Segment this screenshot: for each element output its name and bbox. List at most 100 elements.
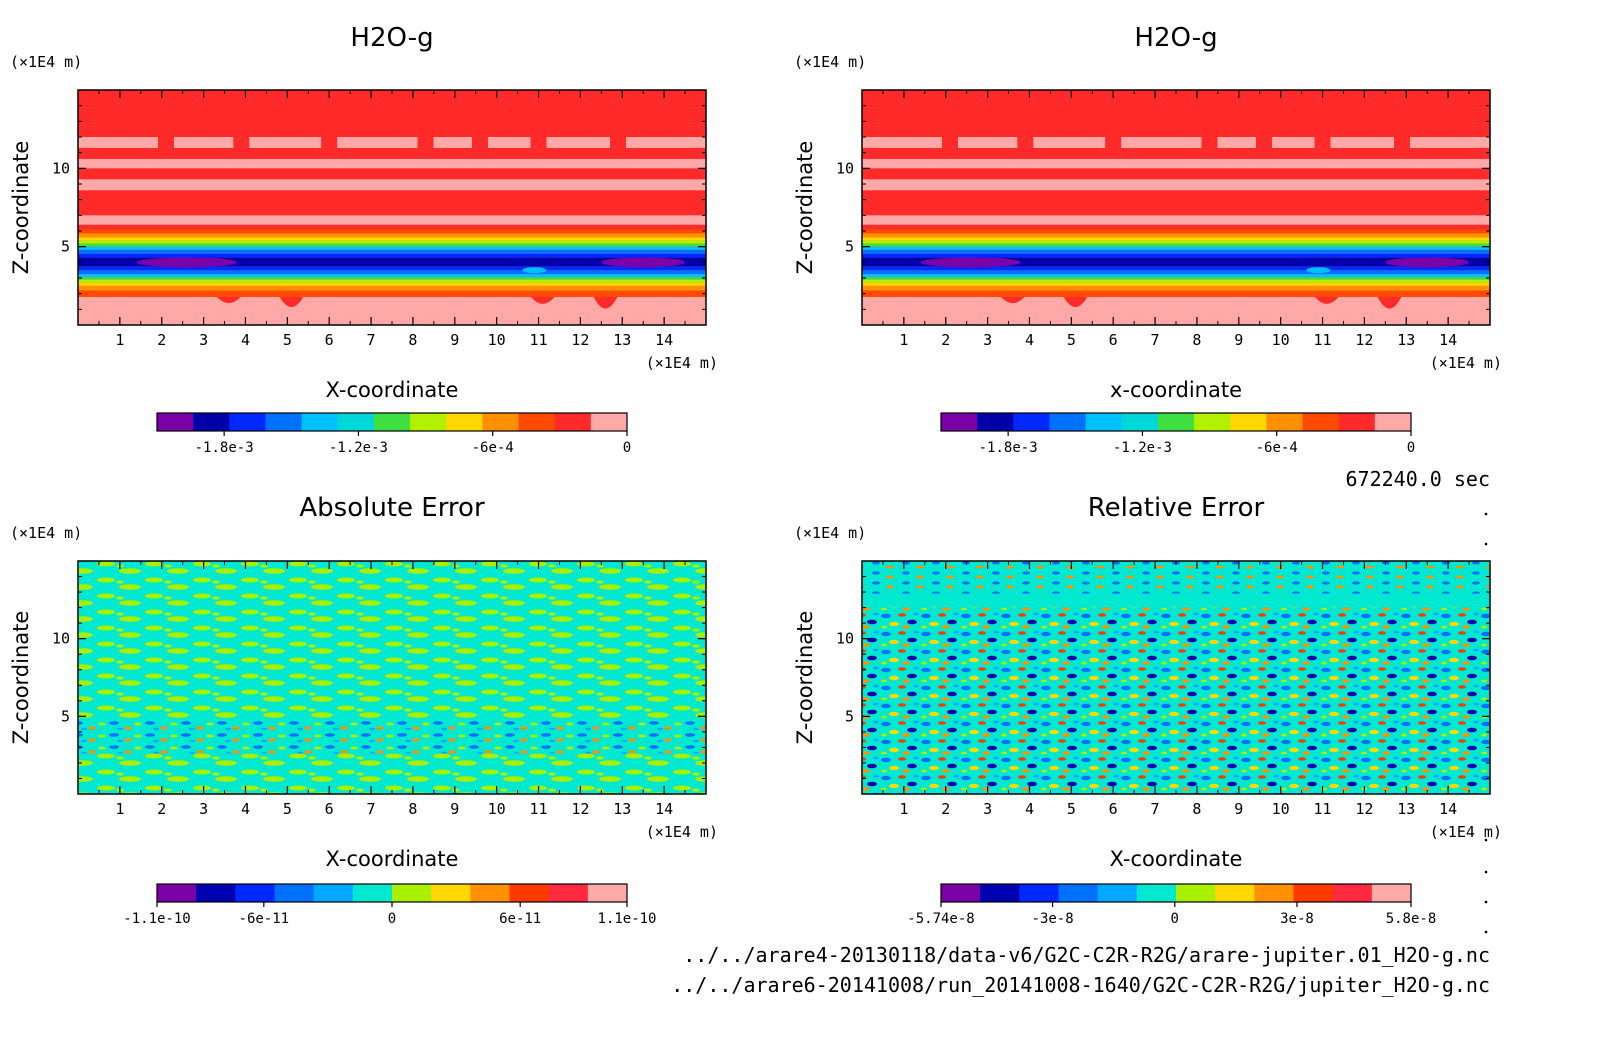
chart-panel-1: H2O-g(×1E4 m)1 2 3 4 5 6 7 8 9 10 11 12 13 14510(×1E4… <box>9 23 718 456</box>
x-tick-label: 11 <box>1314 331 1332 349</box>
field-band <box>862 561 1490 594</box>
colorbar-swatch <box>1085 413 1123 431</box>
chart-title: H2O-g <box>350 23 433 53</box>
x-tick-label: 10 <box>488 800 506 818</box>
field-band <box>78 179 706 191</box>
x-tick-label: 7 <box>1151 800 1160 818</box>
field-level-band <box>862 279 1490 283</box>
colorbar-swatch <box>352 884 393 902</box>
field-level-band <box>862 240 1490 244</box>
field-level-band <box>78 285 706 291</box>
colorbar-tick-label: -5.74e-8 <box>907 911 974 927</box>
colorbar-swatch <box>1013 413 1050 431</box>
x-tick-label: 12 <box>1355 331 1373 349</box>
field-gap <box>1255 137 1272 148</box>
colorbar-swatch <box>590 413 628 431</box>
chart-title: H2O-g <box>1134 23 1217 53</box>
y-unit-label: (×1E4 m) <box>794 53 866 71</box>
margin-dot <box>1484 838 1488 842</box>
colorbar-swatch <box>1215 884 1255 902</box>
x-unit-label: (×1E4 m) <box>1430 823 1502 841</box>
colorbar-swatch <box>1371 884 1412 902</box>
colorbar-tick-label: -1.8e-3 <box>979 440 1038 456</box>
field-gap <box>1201 137 1218 148</box>
x-tick-label: 2 <box>941 331 950 349</box>
y-axis-label: Z-coordinate <box>9 611 33 745</box>
field-level-band <box>862 249 1490 254</box>
field-gap <box>610 137 627 148</box>
colorbar-tick-label: 0 <box>388 911 396 927</box>
field-dip <box>279 296 304 308</box>
colorbar-swatch <box>313 884 354 902</box>
colorbar-frame <box>940 412 1412 432</box>
field-level-band <box>862 237 1490 241</box>
x-tick-label: 11 <box>1314 800 1332 818</box>
field-band <box>862 158 1490 169</box>
field-level-band <box>78 237 706 241</box>
field-level-band <box>862 233 1490 238</box>
field-band <box>78 158 706 169</box>
field-gap <box>471 137 488 148</box>
colorbar-swatch <box>229 413 266 431</box>
colorbar-swatch <box>1332 884 1373 902</box>
colorbar-swatch <box>1136 884 1177 902</box>
colorbar-swatch <box>157 884 197 902</box>
y-tick-label: 5 <box>61 707 70 725</box>
colorbar-swatch <box>196 884 236 902</box>
y-tick-label: 10 <box>836 630 854 648</box>
field-gap <box>1017 137 1034 148</box>
x-axis-label: X-coordinate <box>326 378 459 402</box>
field-minimum <box>920 257 1022 268</box>
colorbar-swatch <box>482 413 520 431</box>
colorbar-swatch <box>470 884 510 902</box>
colorbar-swatch <box>431 884 471 902</box>
x-unit-label: (×1E4 m) <box>1430 354 1502 372</box>
x-tick-label: 6 <box>1109 331 1118 349</box>
x-tick-label: 4 <box>1025 331 1034 349</box>
field-level-band <box>78 243 706 247</box>
field-dip <box>593 296 618 309</box>
y-tick-label: 5 <box>845 707 854 725</box>
x-tick-label: 13 <box>1397 800 1415 818</box>
colorbar-swatch <box>1302 413 1340 431</box>
colorbar-tick-label: 5.8e-8 <box>1386 911 1437 927</box>
field-level-band <box>862 257 1490 267</box>
field-band <box>78 215 706 225</box>
y-unit-label: (×1E4 m) <box>794 524 866 542</box>
x-tick-label: 5 <box>1067 800 1076 818</box>
colorbar-swatch <box>1097 884 1138 902</box>
field-level-band <box>78 274 706 278</box>
margin-dot <box>1484 542 1488 546</box>
field-level-band <box>78 246 706 250</box>
field-gap <box>1105 137 1122 148</box>
field-level-band <box>78 277 706 280</box>
colorbar-tick-label: 6e-11 <box>499 911 541 927</box>
colorbar-tick-label: 1.1e-10 <box>597 911 656 927</box>
colorbar-swatch <box>265 413 303 431</box>
field-minimum <box>601 257 686 268</box>
x-tick-label: 8 <box>408 331 417 349</box>
y-tick-label: 10 <box>52 159 70 177</box>
colorbar: -1.1e-10 -6e-11 0 6e-11 1.1e-10 <box>123 883 657 927</box>
x-tick-label: 3 <box>199 800 208 818</box>
colorbar-swatch <box>337 413 375 431</box>
x-tick-label: 13 <box>613 331 631 349</box>
colorbar-tick-label: -1.2e-3 <box>329 440 388 456</box>
colorbar-swatch <box>941 884 981 902</box>
x-tick-label: 4 <box>241 800 250 818</box>
x-tick-label: 8 <box>1192 331 1201 349</box>
colorbar-tick-label: 0 <box>1171 911 1179 927</box>
x-axis-label: x-coordinate <box>1110 378 1242 402</box>
x-tick-label: 1 <box>899 331 908 349</box>
field-gap <box>417 137 434 148</box>
colorbar-swatch <box>980 884 1020 902</box>
field-level-band <box>862 229 1490 234</box>
x-tick-label: 3 <box>199 331 208 349</box>
colorbar-swatch <box>1266 413 1304 431</box>
field-level-band <box>78 240 706 244</box>
x-tick-label: 12 <box>571 331 589 349</box>
x-tick-label: 3 <box>983 800 992 818</box>
colorbar-swatch <box>977 413 1014 431</box>
field-blob <box>522 267 547 274</box>
colorbar-tick-label: -6e-4 <box>472 440 514 456</box>
